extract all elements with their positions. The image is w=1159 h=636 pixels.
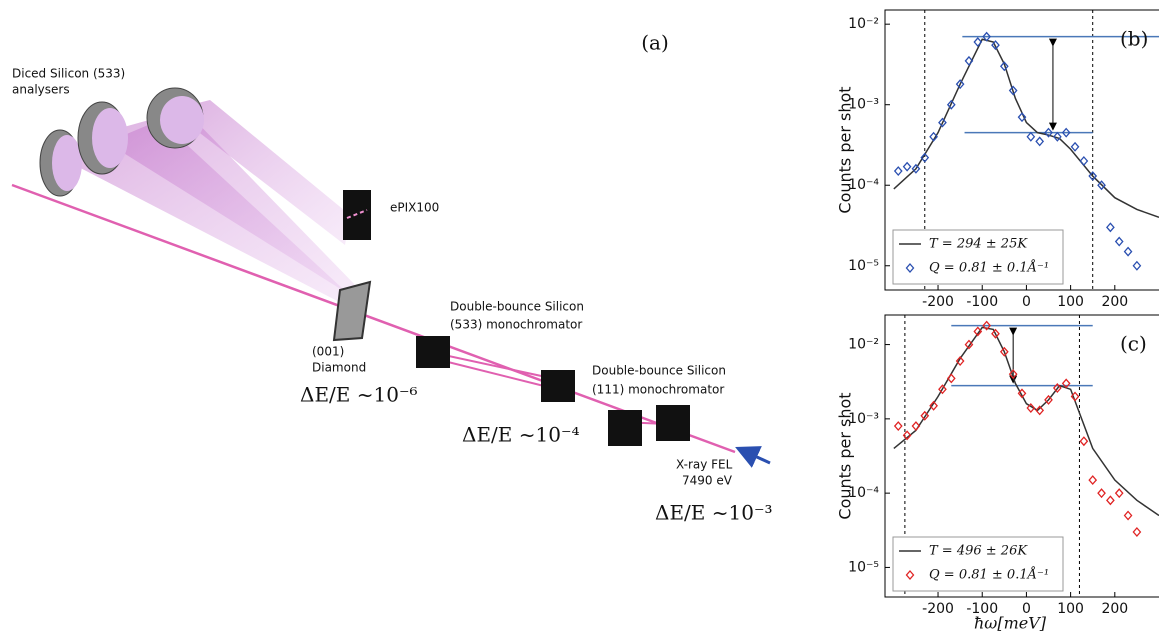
panel-label: (c) — [1120, 332, 1147, 356]
resolution-label: ΔE/E ~10⁻³ — [655, 501, 773, 525]
resolution-label: ΔE/E ~10⁻⁴ — [462, 423, 580, 447]
page: (a) Diced Silicon (533) analysers ePIX10… — [0, 0, 1159, 632]
y-tick-label: 10⁻⁵ — [848, 258, 879, 274]
x-tick-label: -200 — [922, 601, 954, 617]
x-axis-label: ħω[meV] — [974, 614, 1047, 633]
data-point — [1133, 262, 1140, 270]
data-point — [1027, 133, 1034, 141]
fit-line — [894, 327, 1159, 515]
label: ePIX100 — [390, 201, 439, 215]
data-point — [1125, 512, 1132, 520]
y-tick-label: 10⁻² — [848, 16, 879, 32]
x-tick-label: -200 — [922, 294, 954, 310]
data-point — [1098, 489, 1105, 497]
data-point — [1133, 528, 1140, 536]
label: Diced Silicon (533) — [12, 67, 125, 81]
figure: (a) Diced Silicon (533) analysers ePIX10… — [0, 0, 1159, 632]
data-point — [1116, 238, 1123, 246]
label: 7490 eV — [682, 474, 733, 488]
setup-diagram: (a) Diced Silicon (533) analysers ePIX10… — [12, 31, 773, 525]
data-point — [1125, 248, 1132, 256]
y-axis-label: Counts per shot — [836, 392, 855, 519]
label: Diamond — [312, 361, 366, 375]
legend-label: T = 294 ± 25K — [929, 237, 1028, 252]
x-tick-label: 100 — [1057, 294, 1084, 310]
data-point — [1089, 476, 1096, 484]
y-tick-label: 10⁻⁵ — [848, 559, 879, 575]
data-point — [904, 163, 911, 171]
source-arrow — [746, 452, 770, 463]
label: X-ray FEL — [676, 458, 733, 472]
crystal-block — [541, 370, 575, 402]
x-tick-label: 200 — [1101, 601, 1128, 617]
x-tick-label: 0 — [1022, 294, 1031, 310]
data-point — [1107, 223, 1114, 231]
fit-line — [894, 39, 1159, 217]
legend-label: Q = 0.81 ± 0.1Å⁻¹ — [929, 260, 1049, 276]
x-tick-label: 200 — [1101, 294, 1128, 310]
data-point — [1072, 143, 1079, 151]
label: (111) monochromator — [592, 383, 724, 397]
panel-label: (a) — [641, 31, 669, 55]
panel-label: (b) — [1120, 27, 1148, 51]
data-point — [1080, 157, 1087, 165]
analyser — [40, 130, 82, 196]
data-point — [895, 167, 902, 175]
label: Double-bounce Silicon — [450, 300, 584, 314]
diamond-crystal — [334, 282, 370, 340]
label: Double-bounce Silicon — [592, 364, 726, 378]
crystal-block — [608, 410, 642, 446]
crystal-block — [416, 336, 450, 368]
label: analysers — [12, 83, 70, 97]
label: (533) monochromator — [450, 318, 582, 332]
label: (001) — [312, 345, 344, 359]
legend-label: Q = 0.81 ± 0.1Å⁻¹ — [929, 567, 1049, 583]
legend-label: T = 496 ± 26K — [929, 544, 1028, 559]
data-point — [1080, 437, 1087, 445]
data-point — [1116, 489, 1123, 497]
y-tick-label: 10⁻² — [848, 337, 879, 353]
data-point — [895, 422, 902, 430]
crystal-block — [656, 405, 690, 441]
data-point — [1036, 137, 1043, 145]
y-axis-label: Counts per shot — [836, 86, 855, 213]
analyser — [147, 88, 204, 148]
resolution-label: ΔE/E ~10⁻⁶ — [300, 383, 418, 407]
x-tick-label: 100 — [1057, 601, 1084, 617]
x-tick-label: -100 — [966, 294, 998, 310]
data-point — [1107, 496, 1114, 504]
